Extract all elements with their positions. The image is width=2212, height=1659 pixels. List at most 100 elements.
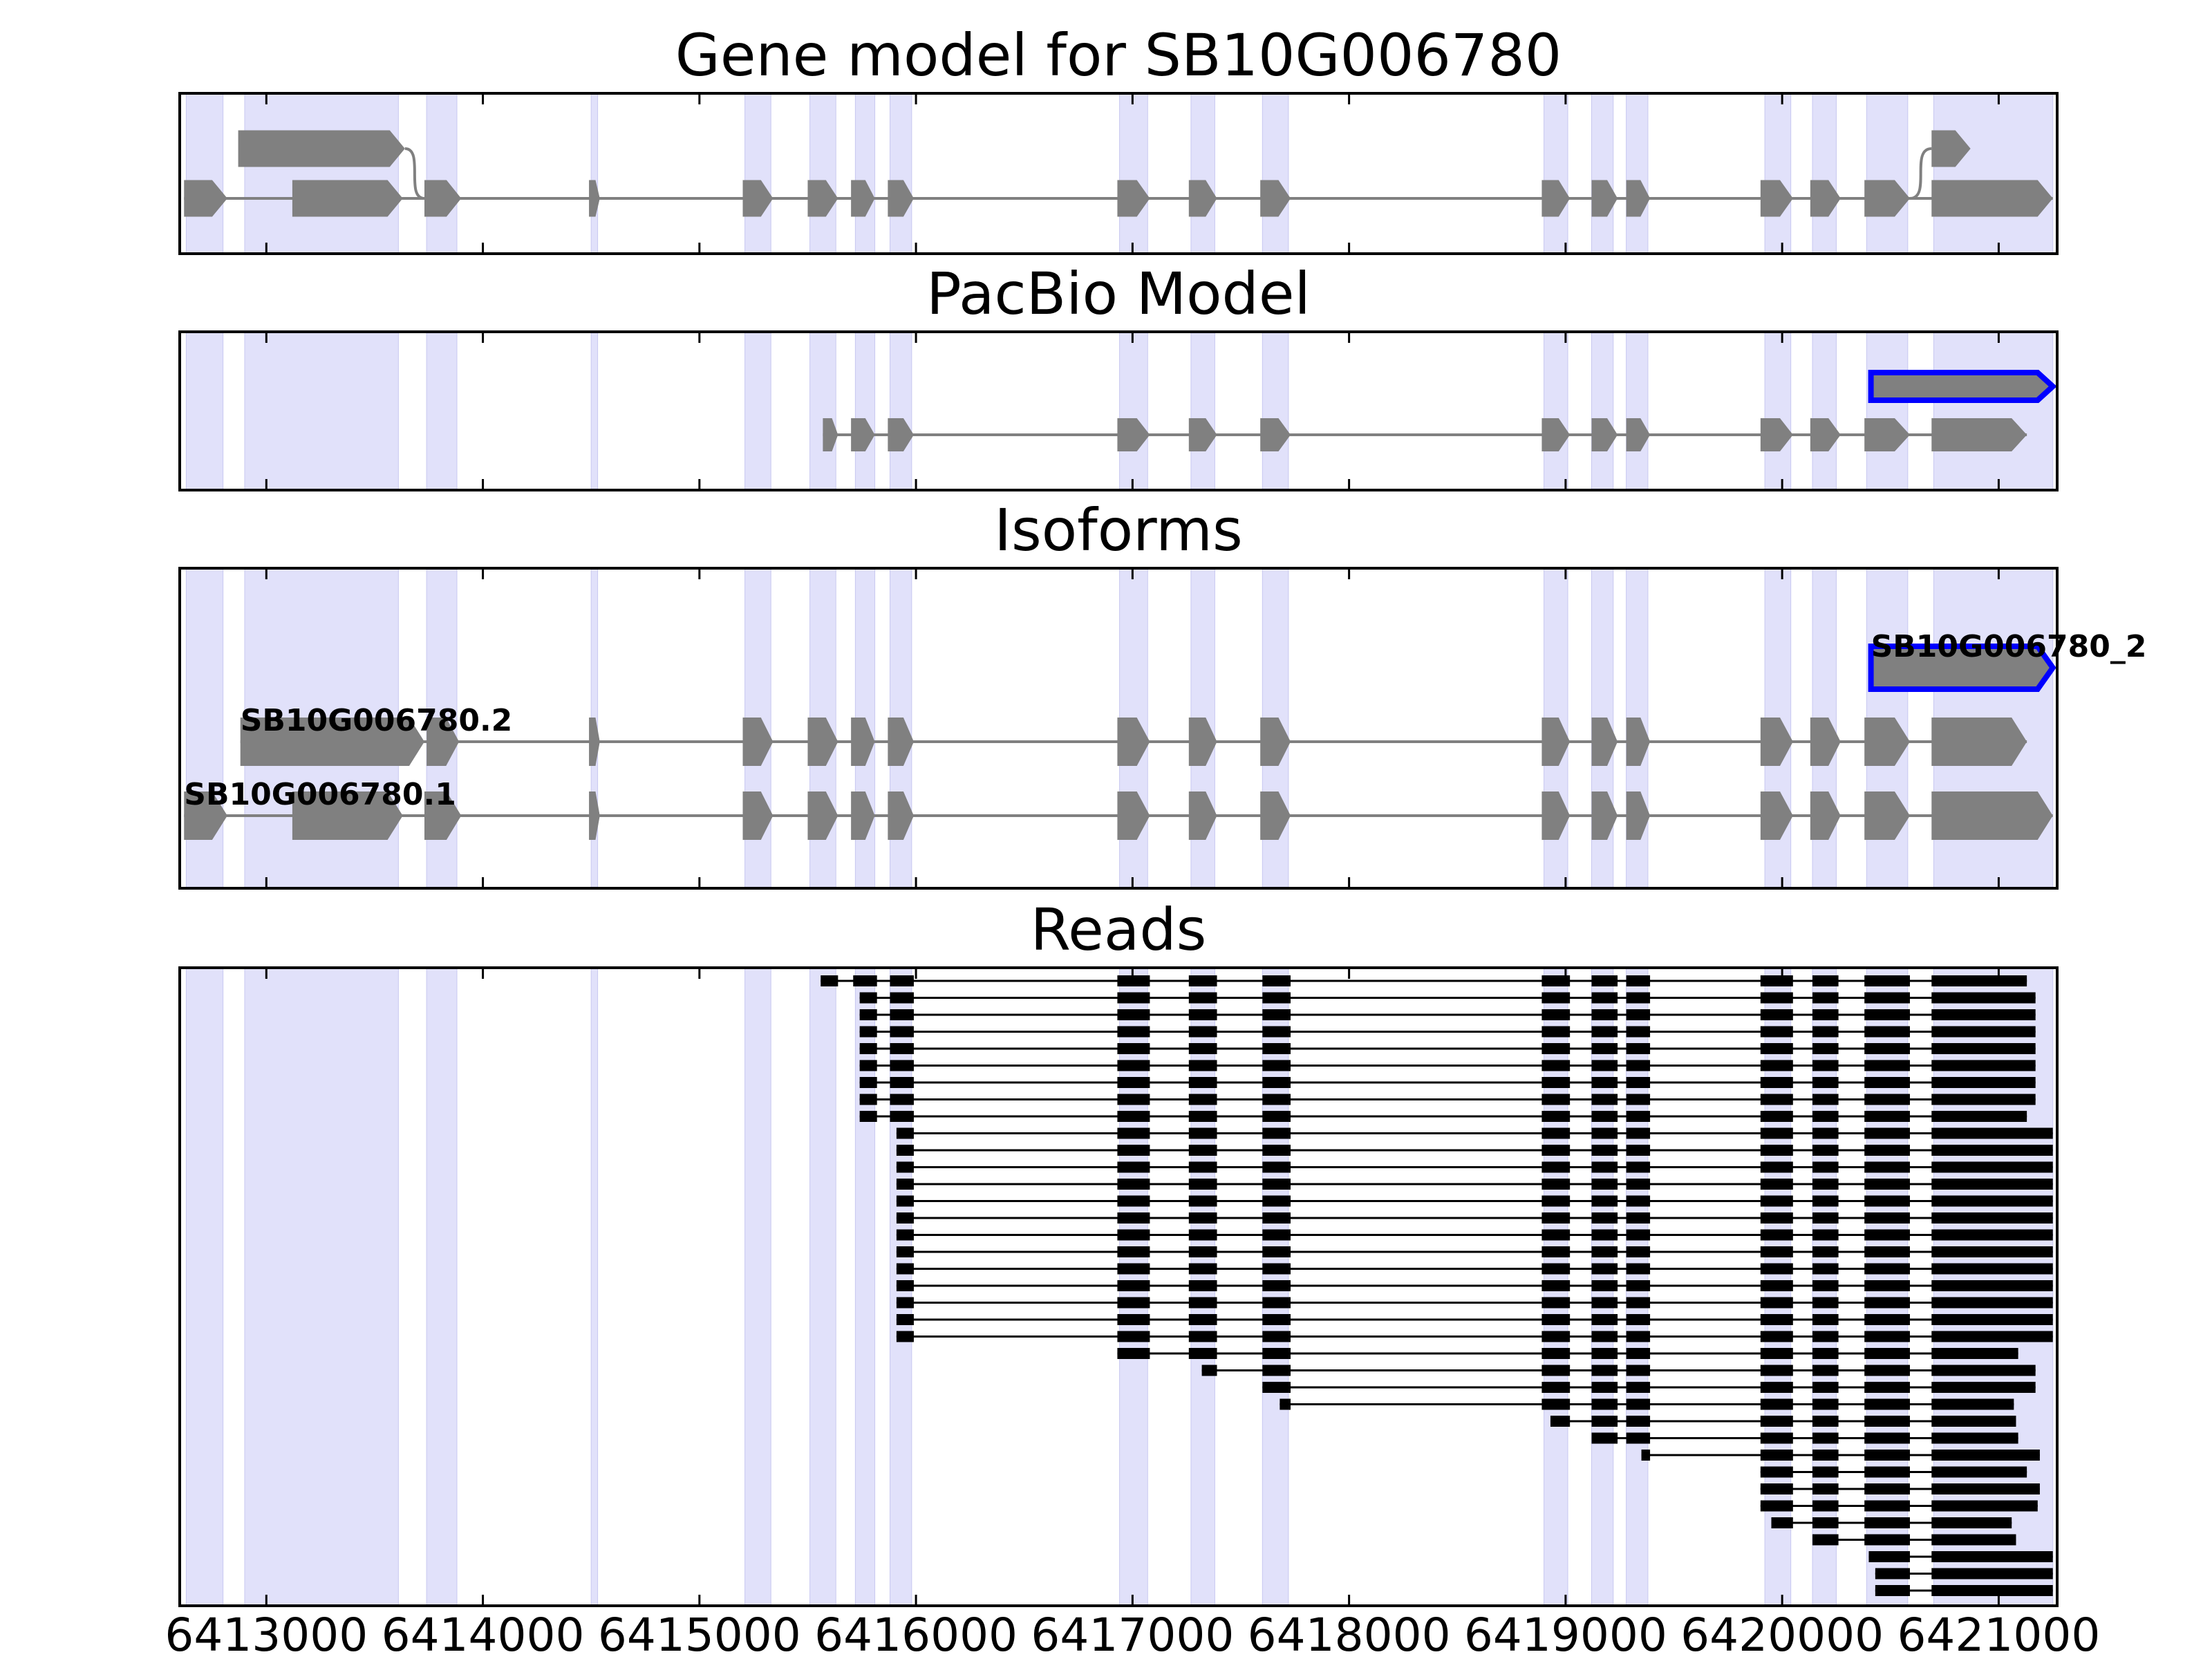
read-block (859, 1094, 877, 1105)
read-block (1931, 1280, 2053, 1291)
exon (1260, 791, 1291, 840)
exon (1931, 180, 2053, 217)
read-block (1864, 1348, 1910, 1359)
read-block (890, 1026, 914, 1038)
read-block (1262, 1280, 1291, 1291)
exon (1810, 180, 1841, 217)
exon-highlight (1933, 93, 2054, 254)
read-block (896, 1246, 914, 1257)
read-block (1591, 1314, 1618, 1325)
exon-highlight (854, 967, 876, 1606)
read-block (1760, 1365, 1793, 1376)
exon (1868, 370, 2057, 403)
read-block (1812, 1365, 1839, 1376)
read-block (1760, 1416, 1793, 1427)
read-block (1117, 1246, 1150, 1257)
exon-highlight (1262, 331, 1289, 491)
read-block (1188, 975, 1217, 986)
x-tick-label: 6417000 (1031, 1609, 1234, 1659)
read-block (1812, 1466, 1839, 1478)
read-block (1812, 1145, 1839, 1156)
read-block (1864, 1416, 1910, 1427)
read-block (1262, 1145, 1291, 1156)
read-block (1188, 1111, 1217, 1122)
read-block (1864, 1145, 1910, 1156)
read-block (1864, 1280, 1910, 1291)
read-block (1931, 1331, 2053, 1342)
read-block (1262, 1094, 1291, 1105)
read-block (1591, 1212, 1618, 1224)
read-block (1626, 1161, 1651, 1173)
read-block (1760, 1280, 1793, 1291)
read-block (1626, 1348, 1651, 1359)
read-block (821, 975, 838, 986)
read-block (890, 1009, 914, 1020)
read-block (1864, 1483, 1910, 1494)
read-block (1591, 1161, 1618, 1173)
read-block (1864, 1212, 1910, 1224)
exon (1931, 418, 2027, 451)
read-block (1931, 1179, 2053, 1190)
read-block (1117, 1127, 1150, 1139)
exon (589, 791, 600, 840)
exon (888, 180, 914, 217)
read-block (1626, 1331, 1651, 1342)
read-block (1931, 992, 2036, 1004)
exon-highlight (426, 967, 458, 1606)
read-block (1931, 1551, 2053, 1562)
read-block (890, 992, 914, 1004)
exon-highlight (1933, 331, 2054, 491)
read-block (896, 1263, 914, 1275)
read-block (1626, 1145, 1651, 1156)
read-block (1760, 1009, 1793, 1020)
read-block (1864, 1517, 1910, 1528)
read-block (1760, 992, 1793, 1004)
exon (1626, 791, 1651, 840)
axes-frame (178, 92, 2059, 255)
read-block (1188, 1127, 1217, 1139)
read-block (1812, 1314, 1839, 1325)
read-block (896, 1195, 914, 1207)
read-block (1760, 1179, 1793, 1190)
exon-highlight (1190, 93, 1215, 254)
read-block (1188, 1043, 1217, 1054)
read-block (1931, 1432, 2018, 1444)
read-block (1864, 1297, 1910, 1309)
splice-curve (404, 147, 425, 200)
read-block (890, 1111, 914, 1122)
read-block (1541, 1179, 1571, 1190)
exon (1188, 180, 1217, 217)
exon (1188, 418, 1217, 451)
exon (1931, 791, 2053, 840)
read-block (1760, 1466, 1793, 1478)
read-block (1541, 1145, 1571, 1156)
read-block (1262, 1246, 1291, 1257)
read-block (1262, 1179, 1291, 1190)
read-block (896, 1161, 914, 1173)
exon (589, 180, 600, 217)
isoform-label: SB10G006780.1 (184, 777, 456, 812)
read-block (1626, 1314, 1651, 1325)
read-block (1931, 1161, 2053, 1173)
exon (1591, 718, 1618, 766)
read-block (1591, 1280, 1618, 1291)
read-block (1812, 1077, 1839, 1088)
exon (1260, 180, 1291, 217)
read-block (1626, 1297, 1651, 1309)
x-tick-label: 6419000 (1464, 1609, 1667, 1659)
exon (1760, 718, 1793, 766)
read-block (859, 1026, 877, 1038)
exon (184, 180, 227, 217)
exon-highlight (809, 331, 836, 491)
isoform-label: SB10G006780_2 (1871, 629, 2147, 664)
read-block (1760, 1161, 1793, 1173)
read-block (1812, 1212, 1839, 1224)
exon-highlight (890, 93, 912, 254)
read-block (1626, 1246, 1651, 1257)
read-block (1262, 1043, 1291, 1054)
read-block (1931, 1568, 2053, 1580)
read-block (1626, 1043, 1651, 1054)
read-block (1626, 1195, 1651, 1207)
read-block (1931, 1111, 2027, 1122)
read-block (1812, 1043, 1839, 1054)
